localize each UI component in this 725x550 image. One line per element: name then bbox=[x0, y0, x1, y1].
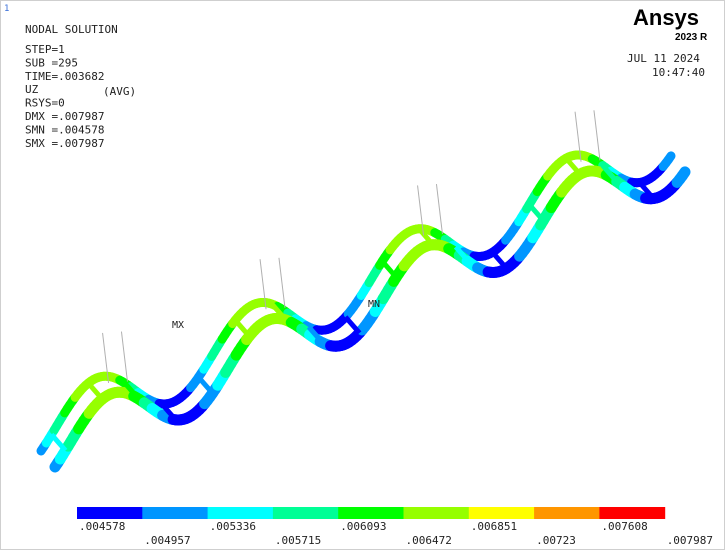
legend-label: .004578 bbox=[79, 520, 125, 533]
header-line: UZ bbox=[25, 83, 39, 96]
rail-segment bbox=[682, 172, 685, 176]
legend-swatch bbox=[404, 507, 470, 519]
legend-swatch bbox=[599, 507, 665, 519]
result-view: 1 NODAL SOLUTION (AVG) Ansys 2023 R JUL … bbox=[0, 0, 725, 550]
legend-swatch bbox=[142, 507, 208, 519]
avg-note: (AVG) bbox=[103, 85, 136, 98]
logo-brand: Ansys bbox=[633, 5, 699, 30]
viewport-frame bbox=[1, 1, 725, 550]
header-line: TIME=.003682 bbox=[25, 70, 104, 83]
legend-label: .007987 bbox=[667, 534, 713, 547]
legend-swatch bbox=[469, 507, 535, 519]
legend-label: .007608 bbox=[601, 520, 647, 533]
legend-swatch bbox=[273, 507, 339, 519]
legend-swatch bbox=[534, 507, 600, 519]
legend-label: .006093 bbox=[340, 520, 386, 533]
result-title: NODAL SOLUTION bbox=[25, 23, 118, 36]
legend-label: .005336 bbox=[210, 520, 256, 533]
header-line: SMX =.007987 bbox=[25, 137, 104, 150]
legend-label: .004957 bbox=[144, 534, 190, 547]
header-line: STEP=1 bbox=[25, 43, 65, 56]
time: 10:47:40 bbox=[652, 66, 705, 79]
legend-swatch bbox=[208, 507, 274, 519]
header-line: SMN =.004578 bbox=[25, 123, 104, 136]
legend-swatch bbox=[77, 507, 143, 519]
legend-label: .00723 bbox=[536, 534, 576, 547]
min-marker: MN bbox=[368, 299, 380, 310]
header-line: DMX =.007987 bbox=[25, 110, 104, 123]
logo-version: 2023 R bbox=[675, 32, 708, 43]
window-id: 1 bbox=[4, 4, 9, 14]
legend-label: .006472 bbox=[406, 534, 452, 547]
legend-label: .005715 bbox=[275, 534, 321, 547]
date: JUL 11 2024 bbox=[627, 52, 700, 65]
max-marker: MX bbox=[172, 320, 184, 331]
screen: 1 NODAL SOLUTION (AVG) Ansys 2023 R JUL … bbox=[0, 0, 725, 550]
header-line: SUB =295 bbox=[25, 56, 78, 69]
rail-segment bbox=[668, 156, 671, 160]
legend-label: .006851 bbox=[471, 520, 517, 533]
header-line: RSYS=0 bbox=[25, 97, 65, 110]
legend-swatch bbox=[338, 507, 404, 519]
